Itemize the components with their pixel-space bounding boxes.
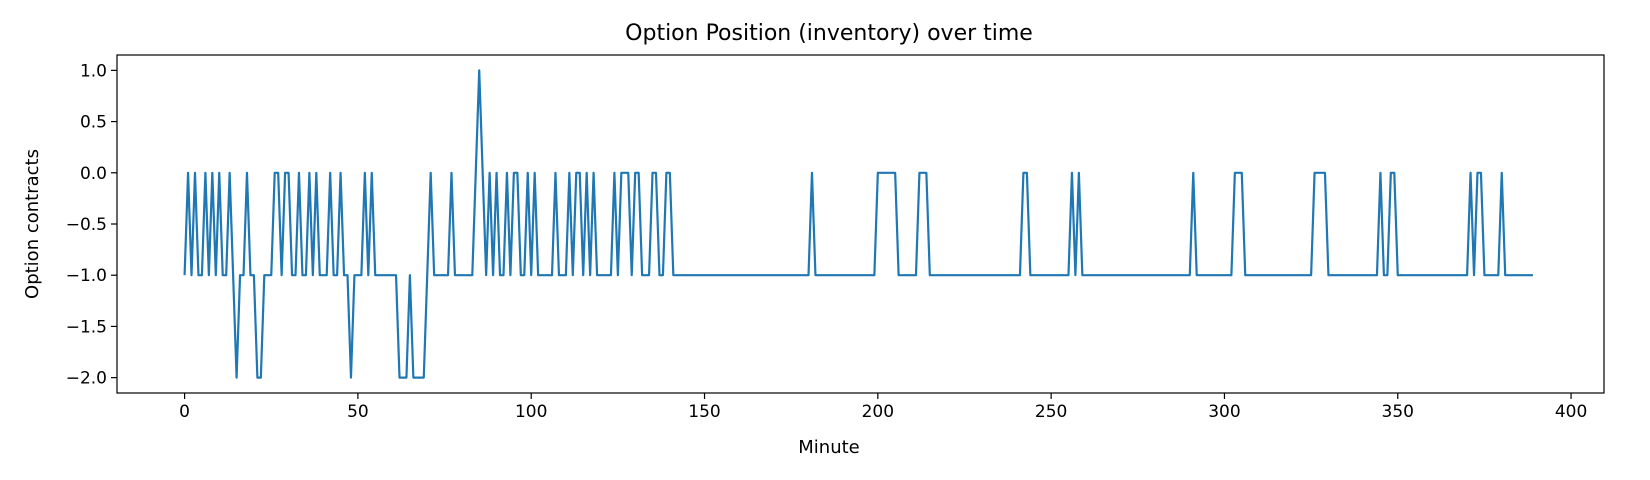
- y-tick-label: 0.0: [80, 164, 107, 184]
- x-axis-label: Minute: [798, 437, 859, 458]
- x-tick-label: 150: [688, 402, 720, 422]
- y-tick-label: −1.0: [66, 266, 107, 286]
- y-axis-ticks: 1.0 0.5 0.0 −0.5 −1.0 −1.5 −2.0: [66, 61, 117, 389]
- y-tick-label: 0.5: [80, 113, 107, 133]
- x-tick-label: 200: [862, 402, 894, 422]
- x-tick-label: 400: [1555, 402, 1587, 422]
- series-line-0: [183, 69, 1533, 379]
- x-tick-label: 50: [347, 402, 369, 422]
- x-tick-label: 100: [515, 402, 547, 422]
- y-tick-label: −0.5: [66, 215, 107, 235]
- y-axis-label: Option contracts: [22, 149, 43, 299]
- x-axis-ticks: 0 50 100 150 200 250 300 350 400: [179, 393, 1587, 422]
- x-tick-label: 300: [1208, 402, 1240, 422]
- series-layer: [183, 69, 1533, 379]
- x-tick-label: 250: [1035, 402, 1067, 422]
- x-tick-label: 0: [179, 402, 190, 422]
- chart-title: Option Position (inventory) over time: [625, 21, 1033, 46]
- y-tick-label: −1.5: [66, 317, 107, 337]
- x-tick-label: 350: [1382, 402, 1414, 422]
- y-tick-label: 1.0: [80, 61, 107, 81]
- y-tick-label: −2.0: [66, 369, 107, 389]
